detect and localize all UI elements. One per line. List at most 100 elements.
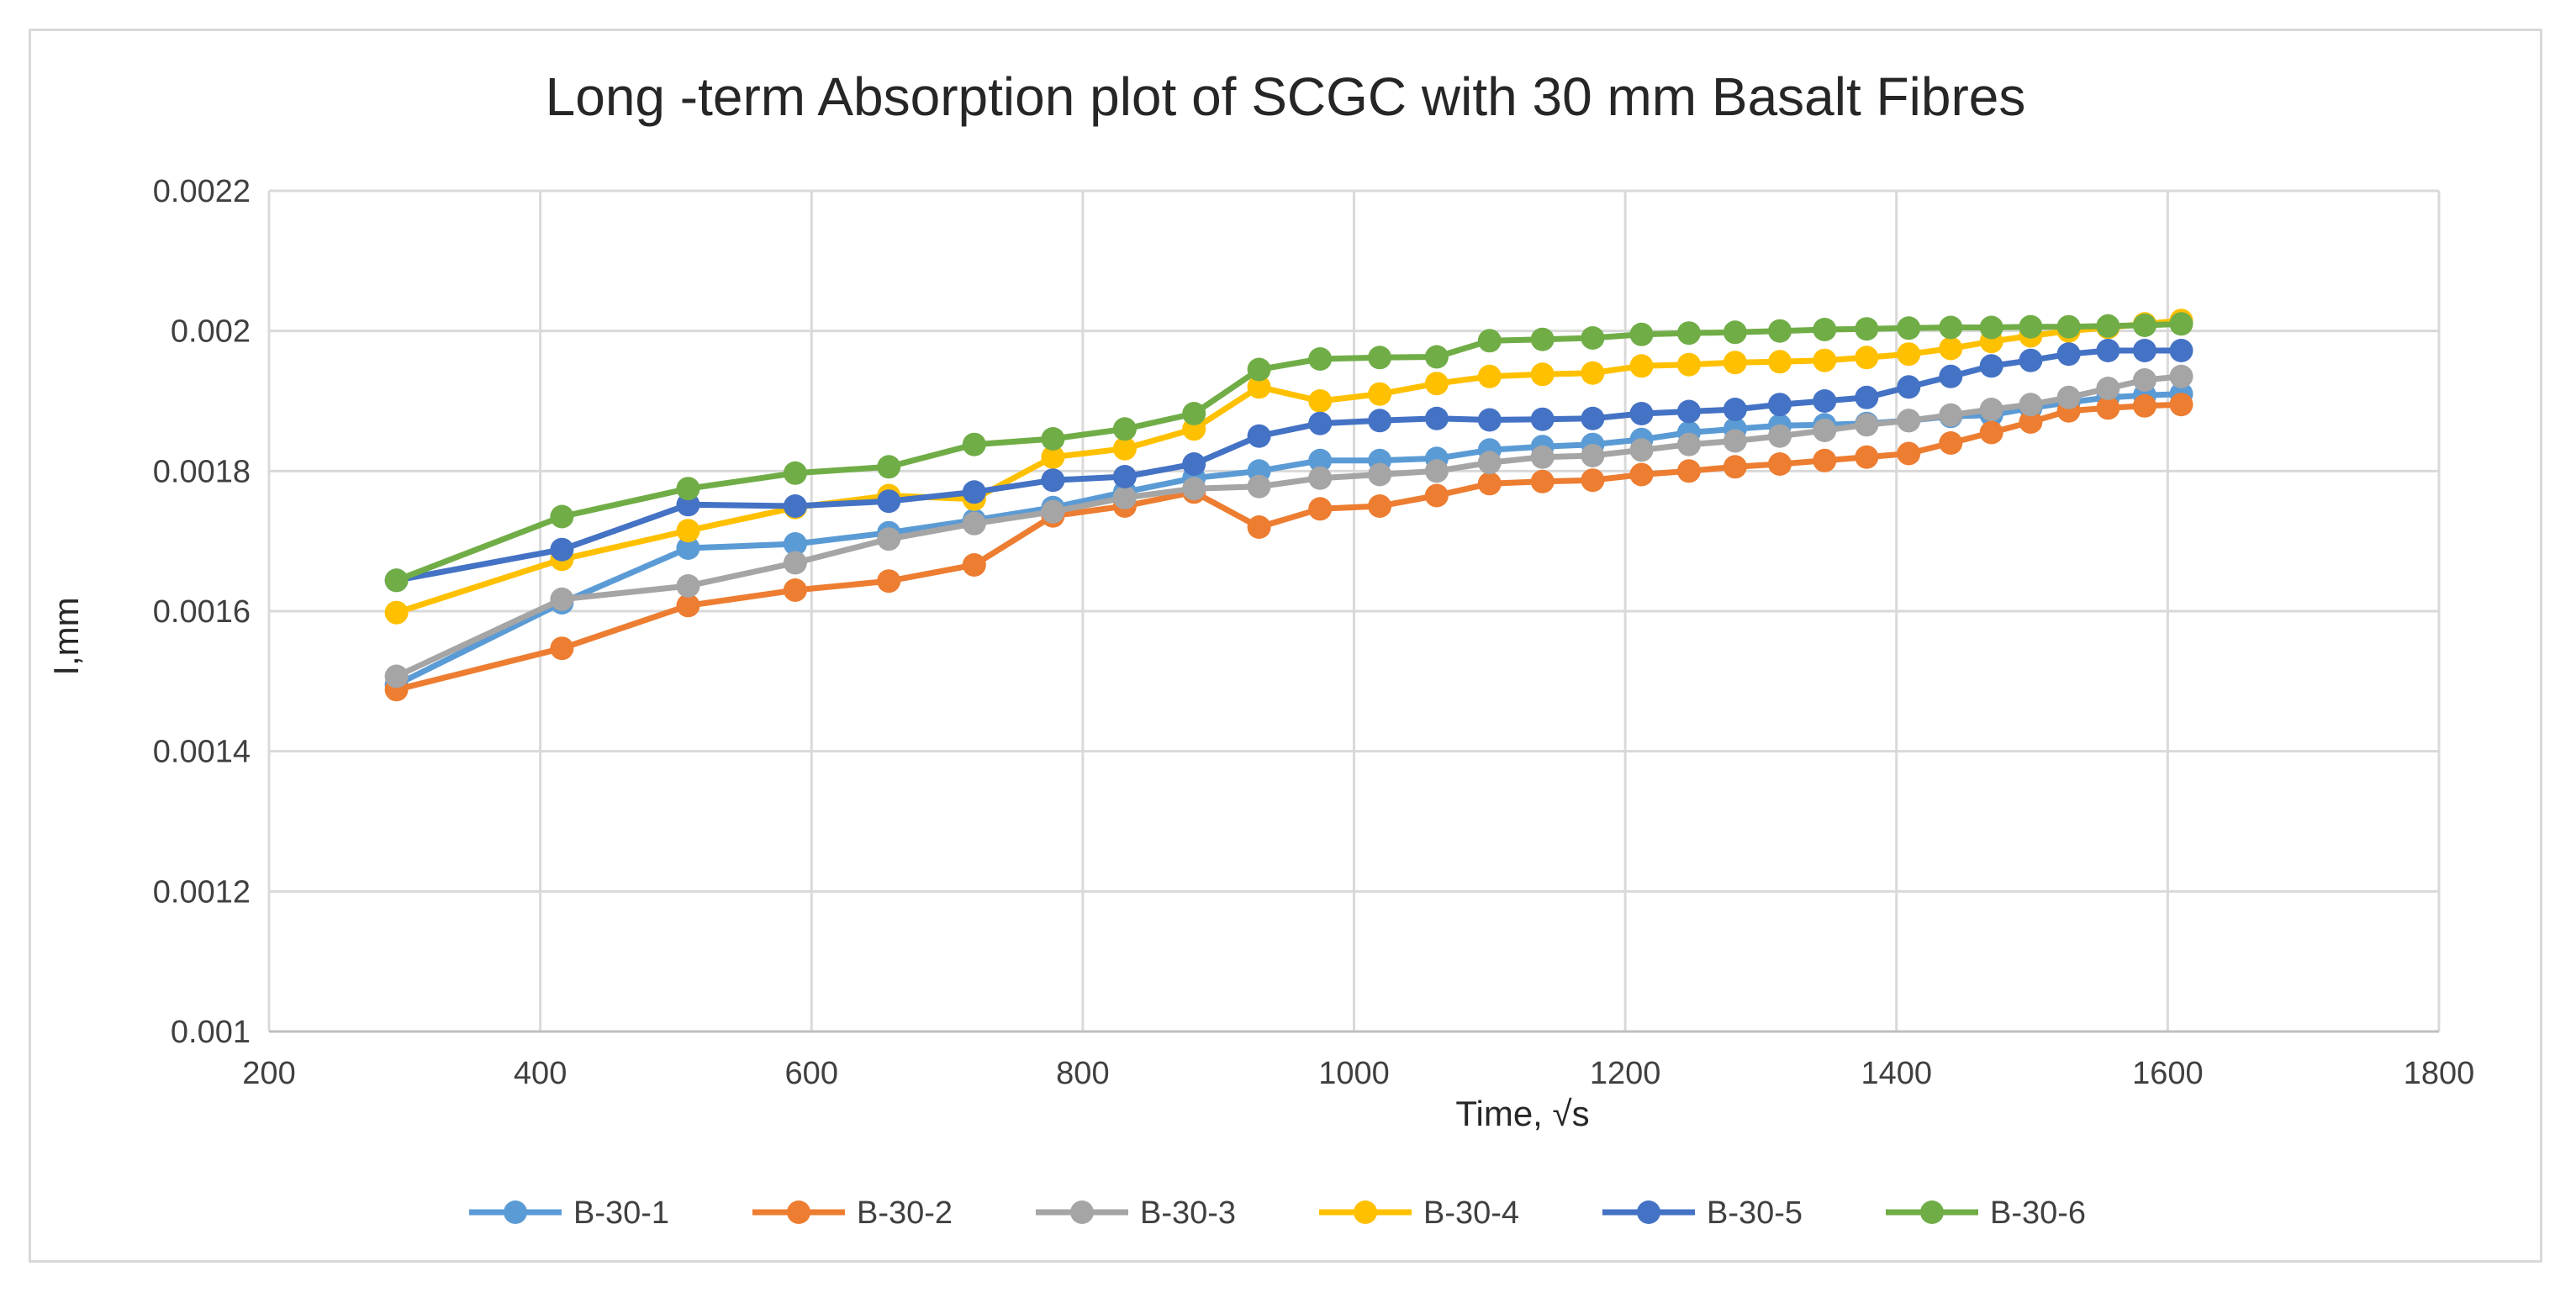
- x-axis-label: Time, √s: [1455, 1094, 1589, 1133]
- data-point: [1530, 469, 1555, 493]
- data-point: [783, 578, 807, 602]
- chart-frame: Long -term Absorption plot of SCGC with …: [29, 29, 2542, 1263]
- x-tick-label: 1600: [2132, 1056, 2204, 1091]
- data-point: [1723, 455, 1747, 479]
- data-point: [2096, 377, 2120, 400]
- data-point: [1308, 466, 1333, 490]
- data-point: [1939, 431, 1963, 455]
- data-point: [550, 537, 574, 562]
- data-point: [2133, 339, 2156, 362]
- data-point: [1939, 364, 1963, 388]
- data-point: [384, 664, 409, 689]
- data-point: [1855, 346, 1879, 370]
- data-point: [1897, 375, 1921, 399]
- data-point: [1530, 327, 1555, 351]
- series-B-30-2: [384, 393, 2193, 702]
- y-tick-label: 0.0016: [153, 594, 251, 630]
- data-point: [2169, 339, 2193, 362]
- data-point: [2169, 393, 2193, 417]
- data-point: [1112, 417, 1137, 441]
- data-point: [1581, 361, 1605, 385]
- data-point: [1477, 472, 1502, 496]
- x-tick-label: 1000: [1318, 1056, 1390, 1091]
- legend: B-30-1 B-30-2 B-30-3 B-30-4 B-30-5 B-30-6: [469, 1195, 2086, 1231]
- data-point: [1979, 354, 2003, 378]
- data-point: [877, 527, 901, 551]
- series-B-30-5: [384, 339, 2193, 593]
- data-point: [1041, 499, 1065, 524]
- data-point: [1855, 385, 1879, 409]
- data-point: [1112, 436, 1137, 461]
- x-tick-label: 800: [1056, 1056, 1109, 1091]
- legend-item: B-30-3: [1036, 1195, 1236, 1231]
- data-point: [1813, 389, 1837, 413]
- data-point: [384, 568, 409, 593]
- data-point: [2019, 348, 2043, 372]
- data-point: [877, 569, 901, 594]
- data-point: [1676, 432, 1701, 456]
- legend-item: B-30-1: [469, 1195, 669, 1231]
- data-point: [1477, 364, 1502, 388]
- data-point: [1182, 477, 1206, 501]
- data-point: [1939, 403, 1963, 427]
- data-point: [1581, 326, 1605, 350]
- data-point: [962, 553, 986, 577]
- data-point: [1424, 406, 1449, 430]
- y-tick-label: 0.0012: [153, 874, 251, 910]
- data-point: [1813, 348, 1837, 372]
- series-line: [395, 391, 2182, 688]
- data-point: [1723, 398, 1747, 421]
- data-point: [1424, 345, 1449, 369]
- series-lines: [384, 309, 2193, 702]
- data-point: [1368, 462, 1392, 487]
- data-point: [1768, 424, 1792, 448]
- data-point: [783, 494, 807, 518]
- data-point: [1855, 413, 1879, 437]
- data-point: [1247, 424, 1271, 448]
- data-point: [2096, 339, 2120, 362]
- y-tick-label: 0.0018: [153, 454, 251, 489]
- data-point: [550, 636, 574, 661]
- data-point: [1629, 438, 1654, 462]
- data-point: [1723, 320, 1747, 345]
- data-point: [1368, 494, 1392, 518]
- data-point: [877, 455, 901, 479]
- legend-item: B-30-4: [1319, 1195, 1519, 1231]
- legend-label: B-30-1: [573, 1195, 669, 1231]
- legend-label: B-30-5: [1707, 1195, 1803, 1231]
- data-point: [1629, 322, 1654, 346]
- data-point: [1530, 362, 1555, 387]
- data-point: [877, 489, 901, 514]
- data-point: [1629, 354, 1654, 378]
- data-point: [1368, 409, 1392, 433]
- data-point: [783, 551, 807, 575]
- legend-label: B-30-3: [1140, 1195, 1236, 1231]
- data-point: [962, 511, 986, 536]
- data-point: [676, 574, 700, 598]
- data-point: [1112, 486, 1137, 509]
- legend-label: B-30-4: [1423, 1195, 1519, 1231]
- data-point: [550, 504, 574, 529]
- data-point: [2056, 314, 2081, 339]
- data-point: [1041, 427, 1065, 451]
- data-point: [1813, 318, 1837, 341]
- y-tick-label: 0.001: [171, 1015, 251, 1050]
- data-point: [1424, 372, 1449, 396]
- data-point: [1813, 419, 1837, 442]
- data-point: [1308, 389, 1333, 413]
- y-axis-label: I,mm: [46, 597, 86, 675]
- data-point: [1676, 459, 1701, 483]
- data-point: [676, 536, 700, 560]
- legend-swatch-marker: [504, 1200, 527, 1224]
- data-point: [1897, 342, 1921, 367]
- x-tick-label: 1200: [1590, 1056, 1661, 1091]
- data-point: [1979, 315, 2003, 340]
- data-point: [1855, 317, 1879, 341]
- data-point: [1530, 445, 1555, 469]
- x-tick-label: 400: [514, 1056, 567, 1091]
- data-point: [1939, 336, 1963, 361]
- x-tick-label: 600: [785, 1056, 838, 1091]
- data-point: [1581, 468, 1605, 493]
- data-point: [962, 480, 986, 504]
- legend-swatch-marker: [1637, 1200, 1660, 1224]
